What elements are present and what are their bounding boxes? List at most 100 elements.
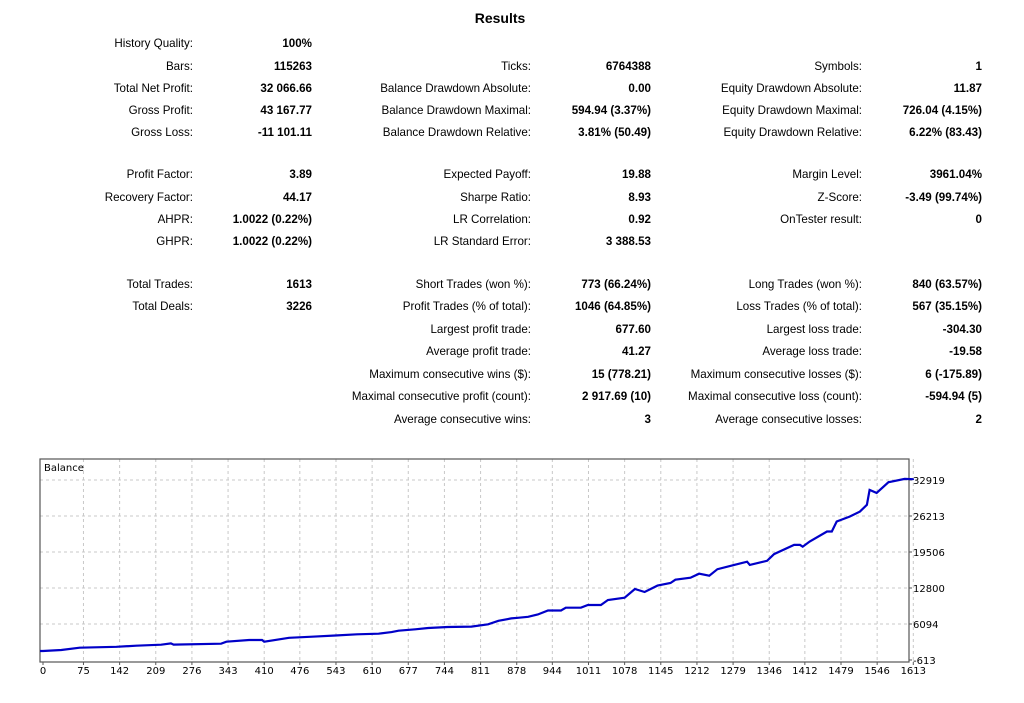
stat-value: 594.94 (3.37%) bbox=[571, 104, 651, 117]
x-tick-label: 944 bbox=[543, 666, 562, 677]
balance-point bbox=[560, 609, 562, 612]
balance-point bbox=[903, 478, 906, 480]
stat-label: Sharpe Ratio: bbox=[460, 191, 531, 204]
balance-point bbox=[170, 642, 172, 645]
balance-point bbox=[826, 530, 828, 533]
stat-value: 32 066.66 bbox=[260, 82, 312, 95]
stat-value: 44.17 bbox=[282, 191, 312, 204]
balance-point bbox=[334, 634, 337, 637]
balance-line bbox=[39, 477, 914, 653]
stat-label: Expected Payoff: bbox=[443, 168, 531, 181]
stat-value: 3 bbox=[644, 413, 651, 426]
x-tick-label: 476 bbox=[290, 666, 309, 677]
stat-value: 3 388.53 bbox=[605, 235, 651, 248]
x-tick-label: 1613 bbox=[901, 666, 926, 677]
stat-value: 2 917.69 (10) bbox=[582, 390, 651, 403]
x-tick-label: 744 bbox=[435, 666, 454, 677]
balance-point bbox=[42, 650, 44, 652]
stat-value: 3961.04% bbox=[929, 168, 982, 181]
balance-point bbox=[656, 584, 659, 587]
x-tick-label: 1011 bbox=[576, 666, 601, 677]
balance-point bbox=[716, 568, 719, 570]
balance-point bbox=[587, 604, 589, 606]
balance-point bbox=[263, 640, 266, 643]
stat-value: -3.49 (99.74%) bbox=[905, 191, 982, 204]
stat-value: 115263 bbox=[273, 60, 312, 73]
stat-label: Symbols: bbox=[814, 60, 862, 73]
stat-value: -11 101.11 bbox=[257, 126, 312, 139]
stat-value: 100% bbox=[282, 37, 312, 50]
balance-point bbox=[887, 481, 890, 484]
balance-point bbox=[835, 520, 838, 523]
balance-point bbox=[60, 649, 63, 651]
balance-point bbox=[607, 599, 609, 601]
balance-point bbox=[848, 515, 851, 518]
stat-label: Equity Drawdown Relative: bbox=[723, 126, 862, 139]
stat-label: Average consecutive losses: bbox=[715, 413, 862, 426]
balance-point bbox=[225, 640, 228, 643]
x-tick-label: 811 bbox=[471, 666, 490, 677]
x-tick-label: 1279 bbox=[720, 666, 745, 677]
balance-point bbox=[801, 545, 804, 548]
stat-value: 840 (63.57%) bbox=[912, 278, 982, 291]
stat-label: Short Trades (won %): bbox=[415, 278, 531, 291]
stat-label: Profit Trades (% of total): bbox=[402, 300, 531, 313]
balance-point bbox=[698, 572, 700, 575]
stat-label: Maximum consecutive wins ($): bbox=[369, 368, 531, 381]
x-tick-label: 1546 bbox=[864, 666, 889, 677]
stat-value: 677.60 bbox=[615, 323, 651, 336]
stat-value: 1.0022 (0.22%) bbox=[232, 235, 312, 248]
balance-point bbox=[674, 578, 677, 581]
x-tick-label: 543 bbox=[326, 666, 345, 677]
stat-value: -304.30 bbox=[942, 323, 982, 336]
stat-label: Equity Drawdown Absolute: bbox=[720, 82, 862, 95]
stat-value: 567 (35.15%) bbox=[912, 300, 982, 313]
balance-point bbox=[773, 553, 775, 555]
balance-point bbox=[623, 596, 626, 599]
stat-value: -594.94 (5) bbox=[925, 390, 982, 403]
balance-point bbox=[172, 643, 175, 646]
stat-value: 43 167.77 bbox=[260, 104, 312, 117]
stat-value: 2 bbox=[975, 413, 982, 426]
stat-value: 41.27 bbox=[621, 345, 651, 358]
stat-label: History Quality: bbox=[114, 37, 193, 50]
stat-value: 19.88 bbox=[621, 168, 651, 181]
stat-label: Profit Factor: bbox=[126, 168, 193, 181]
balance-point bbox=[875, 492, 878, 494]
balance-point bbox=[78, 646, 81, 649]
stat-value: 726.04 (4.15%) bbox=[902, 104, 982, 117]
stat-value: 8.93 bbox=[628, 191, 651, 204]
x-tick-label: 276 bbox=[182, 666, 201, 677]
balance-point bbox=[248, 639, 250, 641]
x-tick-label: 0 bbox=[40, 666, 46, 677]
stat-value: 773 (66.24%) bbox=[581, 278, 651, 291]
stat-label: Margin Level: bbox=[792, 168, 862, 181]
stat-value: 3.81% (50.49) bbox=[578, 126, 651, 139]
x-tick-label: 410 bbox=[255, 666, 274, 677]
stat-label: Largest profit trade: bbox=[430, 323, 531, 336]
stat-label: Average profit trade: bbox=[426, 345, 531, 358]
balance-point bbox=[115, 646, 118, 648]
x-tick-label: 1346 bbox=[757, 666, 782, 677]
balance-point bbox=[708, 574, 711, 577]
stat-value: 0 bbox=[975, 213, 982, 226]
stat-label: Recovery Factor: bbox=[104, 191, 193, 204]
balance-point bbox=[808, 540, 811, 543]
stat-value: 15 (778.21) bbox=[591, 368, 651, 381]
stat-label: Equity Drawdown Maximal: bbox=[722, 104, 862, 117]
balance-point bbox=[766, 560, 768, 562]
stat-value: 1613 bbox=[286, 278, 312, 291]
stat-value: 6 (-175.89) bbox=[925, 368, 982, 381]
balance-point bbox=[160, 643, 162, 646]
balance-point bbox=[537, 613, 539, 616]
stat-value: 6.22% (83.43) bbox=[909, 126, 982, 139]
stat-label: Bars: bbox=[165, 60, 193, 73]
stat-label: LR Standard Error: bbox=[433, 235, 531, 248]
y-tick-label: 19506 bbox=[913, 548, 945, 559]
stat-value: 1.0022 (0.22%) bbox=[232, 213, 312, 226]
stat-label: Maximal consecutive profit (count): bbox=[351, 390, 531, 403]
balance-point bbox=[427, 627, 430, 629]
balance-point bbox=[390, 631, 393, 633]
x-tick-label: 75 bbox=[77, 666, 90, 677]
